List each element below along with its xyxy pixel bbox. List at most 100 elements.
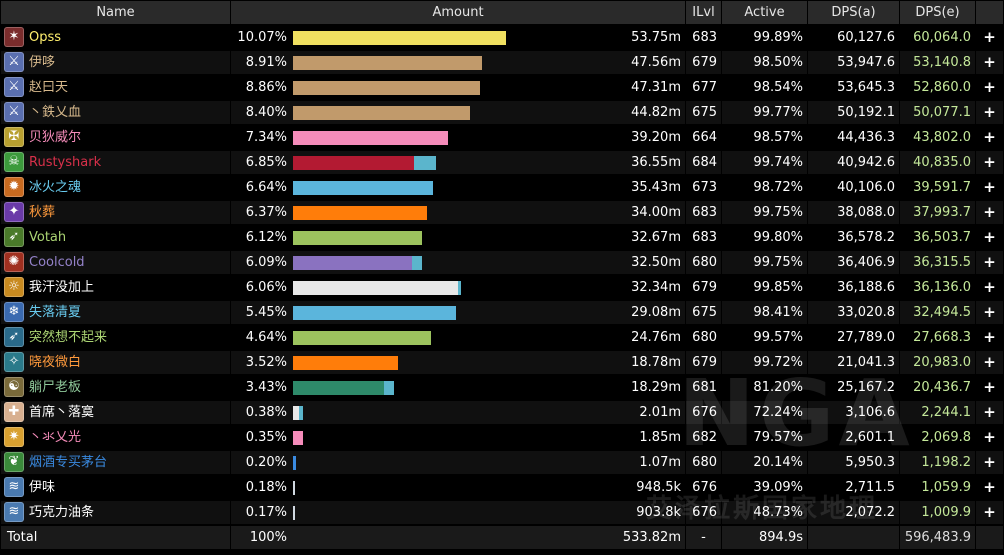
column-header-active[interactable]: Active [722,1,807,24]
dps-active: 27,789.0 [808,326,899,349]
player-name[interactable]: 冰火之魂 [29,180,82,195]
player-row[interactable]: ⚔ 赵曰天 8.86% 47.31m 677 98.54% 53,645.3 52,860.0… [0,75,1004,100]
active-percent: 20.14% [722,451,807,474]
player-row[interactable]: ⚔ 伊哆 8.91% 47.56m 679 98.50% 53,947.6 53,140.8 + [0,50,1004,75]
player-row[interactable]: ≋ 伊味 0.18% 948.5k 676 39.09% 2,711.5 1,059.9 + [0,475,1004,500]
player-row[interactable]: ≋ 巧克力油条 0.17% 903.8k 676 48.73% 2,072.2 1,009.9… [0,500,1004,525]
player-row[interactable]: ✚ 首席丶落寞 0.38% 2.01m 676 72.24% 3,106.6 2,244.1 + [0,400,1004,425]
column-header-name[interactable]: Name [1,1,230,24]
player-row[interactable]: ❄ 失落清夏 5.45% 29.08m 675 98.41% 33,020.8 32,494.… [0,300,1004,325]
player-name[interactable]: 伊味 [29,480,56,495]
item-level: 680 [686,326,721,349]
expand-plus-icon[interactable]: + [976,401,1003,424]
player-name[interactable]: Votah [29,230,67,245]
player-name[interactable]: 我汗没加上 [29,280,95,295]
amount-cell: 0.18% 948.5k [231,476,685,499]
player-row[interactable]: ☼ 我汗没加上 6.06% 32.34m 679 99.85% 36,188.6 36,136… [0,275,1004,300]
expand-plus-icon[interactable]: + [976,351,1003,374]
damage-percent: 6.64% [245,180,287,195]
shadow-icon: ☼ [4,277,24,297]
damage-bar [293,431,303,445]
expand-plus-icon[interactable]: + [976,276,1003,299]
holy-icon: ✷ [4,427,24,447]
expand-plus-icon[interactable]: + [976,501,1003,524]
damage-bar [293,31,506,45]
player-name[interactable]: 首席丶落寞 [29,405,95,420]
active-percent: 72.24% [722,401,807,424]
player-name[interactable]: 烟酒专买茅台 [29,455,108,470]
column-header-ilvl[interactable]: ILvl [686,1,721,24]
player-name[interactable]: 丶鉄乂血 [29,105,82,120]
player-name[interactable]: Opss [29,30,62,45]
damage-bar [293,156,414,170]
dps-active: 3,106.6 [808,401,899,424]
player-name[interactable]: 巧克力油条 [29,505,95,520]
amount-cell: 6.06% 32.34m [231,276,685,299]
player-name[interactable]: 突然想不起来 [29,330,108,345]
expand-plus-icon[interactable]: + [976,376,1003,399]
expand-plus-icon[interactable]: + [976,251,1003,274]
player-name[interactable]: 晓夜微白 [29,355,82,370]
column-header-dps-e[interactable]: DPS(e) [900,1,975,24]
total-amount-cell: 100% 533.82m [231,526,685,549]
expand-plus-icon[interactable]: + [976,51,1003,74]
dps-active: 40,942.6 [808,151,899,174]
damage-percent: 3.52% [245,355,287,370]
column-header-amount[interactable]: Amount [231,1,685,24]
damage-bar [293,481,295,495]
player-row[interactable]: ✶ Opss 10.07% 53.75m 683 99.89% 60,127.6 60,064… [0,25,1004,50]
player-row[interactable]: ☯ 躺尸老板 3.43% 18.29m 681 81.20% 25,167.2 20,436.… [0,375,1004,400]
expand-plus-icon[interactable]: + [976,426,1003,449]
player-name[interactable]: 赵曰天 [29,80,69,95]
item-level: 680 [686,451,721,474]
expand-plus-icon[interactable]: + [976,101,1003,124]
damage-bar [293,456,296,470]
name-cell: ✹ 冰火之魂 [1,176,230,199]
active-percent: 98.54% [722,76,807,99]
player-name[interactable]: 躺尸老板 [29,380,82,395]
player-name[interactable]: 贝狄威尔 [29,130,82,145]
item-level: 684 [686,151,721,174]
dps-effective: 53,140.8 [900,51,975,74]
player-row[interactable]: ⚔ 丶鉄乂血 8.40% 44.82m 675 99.77% 50,192.1 50,077.… [0,100,1004,125]
player-row[interactable]: ✹ 冰火之魂 6.64% 35.43m 673 98.72% 40,106.0 39,591.… [0,175,1004,200]
player-row[interactable]: ❦ 烟酒专买茅台 0.20% 1.07m 680 20.14% 5,950.3 1,198.2… [0,450,1004,475]
player-row[interactable]: ✠ 贝狄威尔 7.34% 39.20m 664 98.57% 44,436.3 43,802.… [0,125,1004,150]
expand-plus-icon[interactable]: + [976,201,1003,224]
expand-plus-icon[interactable]: + [976,301,1003,324]
expand-plus-icon[interactable]: + [976,476,1003,499]
expand-plus-icon[interactable]: + [976,451,1003,474]
damage-percent: 6.09% [245,255,287,270]
column-header-dps-a[interactable]: DPS(a) [808,1,899,24]
player-row[interactable]: ➶ 突然想不起来 4.64% 24.76m 680 99.57% 27,789.0 27,66… [0,325,1004,350]
damage-percent: 0.18% [245,480,287,495]
expand-plus-icon[interactable]: + [976,226,1003,249]
player-row[interactable]: ✷ 丶氺乂光 0.35% 1.85m 682 79.57% 2,601.1 2,069.8 + [0,425,1004,450]
player-row[interactable]: ☠ Rustyshark 6.85% 36.55m 684 99.74% 40,942.6 4… [0,150,1004,175]
player-name[interactable]: 伊哆 [29,55,56,70]
player-name[interactable]: Coolcold [29,255,85,270]
dps-active: 36,406.9 [808,251,899,274]
arms-icon: ⚔ [4,102,24,122]
expand-plus-icon[interactable]: + [976,176,1003,199]
expand-plus-icon[interactable]: + [976,26,1003,49]
arms-icon: ⚔ [4,52,24,72]
dps-effective: 1,059.9 [900,476,975,499]
damage-percent: 6.12% [245,230,287,245]
expand-plus-icon[interactable]: + [976,76,1003,99]
expand-plus-icon[interactable]: + [976,126,1003,149]
item-level: 683 [686,226,721,249]
player-name[interactable]: 秋葬 [29,205,56,220]
player-row[interactable]: ➶ Votah 6.12% 32.67m 683 99.80% 36,578.2 36,503… [0,225,1004,250]
expand-plus-icon[interactable]: + [976,151,1003,174]
player-row[interactable]: ✧ 晓夜微白 3.52% 18.78m 679 99.72% 21,041.3 20,983.… [0,350,1004,375]
player-name[interactable]: 失落清夏 [29,305,82,320]
player-name[interactable]: 丶氺乂光 [29,430,82,445]
fire-icon: ✹ [4,177,24,197]
name-cell: ≋ 伊味 [1,476,230,499]
player-row[interactable]: ✦ 秋葬 6.37% 34.00m 683 99.75% 38,088.0 37,993.7 + [0,200,1004,225]
player-row[interactable]: ✺ Coolcold 6.09% 32.50m 680 99.75% 36,406.9 36,… [0,250,1004,275]
damage-percent: 4.64% [245,330,287,345]
expand-plus-icon[interactable]: + [976,326,1003,349]
player-name[interactable]: Rustyshark [29,155,102,170]
